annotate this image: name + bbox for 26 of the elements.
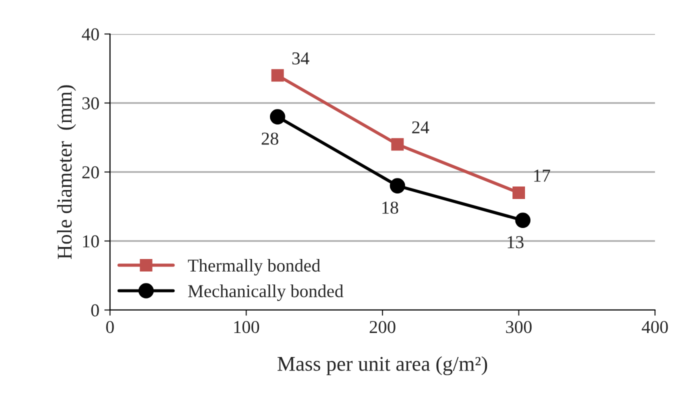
data-label: 17	[534, 170, 550, 182]
point	[271, 69, 284, 82]
y-tick-label: 0	[91, 304, 99, 316]
x-tick-label: 0	[106, 320, 114, 334]
x-tick-label: 100	[234, 320, 260, 334]
y-tick-label: 40	[82, 28, 99, 40]
point	[515, 212, 530, 228]
data-label: 24	[412, 121, 430, 134]
x-tick-label: 300	[506, 320, 532, 334]
point	[391, 138, 404, 151]
x-tick-label: 400	[642, 320, 668, 334]
x-axis-title: Mass per unit area (g/m²)	[278, 356, 488, 376]
x-tick-label: 200	[370, 320, 396, 334]
y-tick-label: 30	[82, 97, 99, 110]
y-axis-title: Hole diameter (mm)	[57, 85, 76, 260]
point	[512, 186, 525, 199]
data-label: 34	[292, 52, 310, 64]
legend-label: Thermally bonded	[188, 258, 320, 276]
data-label: 18	[382, 202, 398, 214]
data-label: 13	[508, 236, 524, 248]
y-tick-label: 20	[82, 166, 99, 178]
point	[390, 178, 406, 194]
point	[270, 109, 286, 124]
legend-label: Mechanically bonded	[188, 284, 344, 301]
data-label: 28	[262, 132, 278, 145]
y-tick-label: 10	[83, 235, 99, 248]
